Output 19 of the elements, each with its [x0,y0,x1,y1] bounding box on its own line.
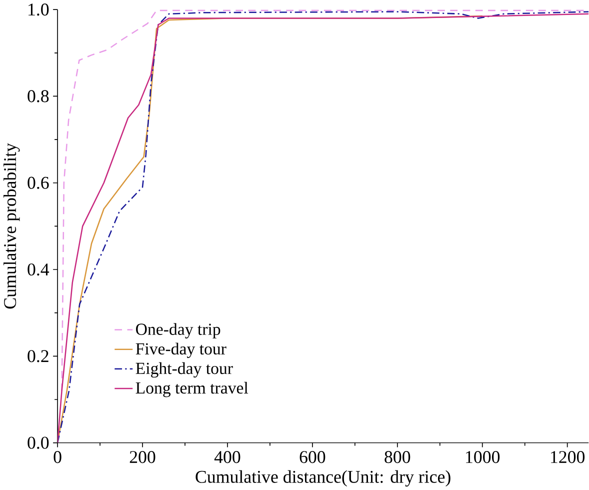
y-tick-label: 0.8 [28,90,49,102]
x-tick-label: 0 [54,450,62,464]
x-tick-label: 600 [300,450,326,464]
y-tick-label: 0.6 [28,176,49,189]
x-tick-label: 1200 [551,450,585,464]
x-axis-title: Cumulative distance(Unit: dry rice) [196,470,450,487]
legend-label: Five-day tour [136,342,226,358]
y-tick-label: 0.2 [28,350,48,362]
y-axis-title: Cumulative probability [4,143,20,309]
legend-label: Eight-day tour [136,362,233,378]
x-tick-label: 1000 [466,450,500,464]
legend-label: Long term travel [136,382,248,398]
y-tick-label: 0.0 [28,436,49,449]
x-tick-label: 800 [384,450,410,464]
x-tick-label: 200 [130,450,156,464]
y-tick-label: 1.0 [28,3,49,16]
x-tick-label: 400 [214,450,240,464]
legend-label: One-day trip [136,323,220,338]
y-tick-label: 0.4 [28,263,50,276]
